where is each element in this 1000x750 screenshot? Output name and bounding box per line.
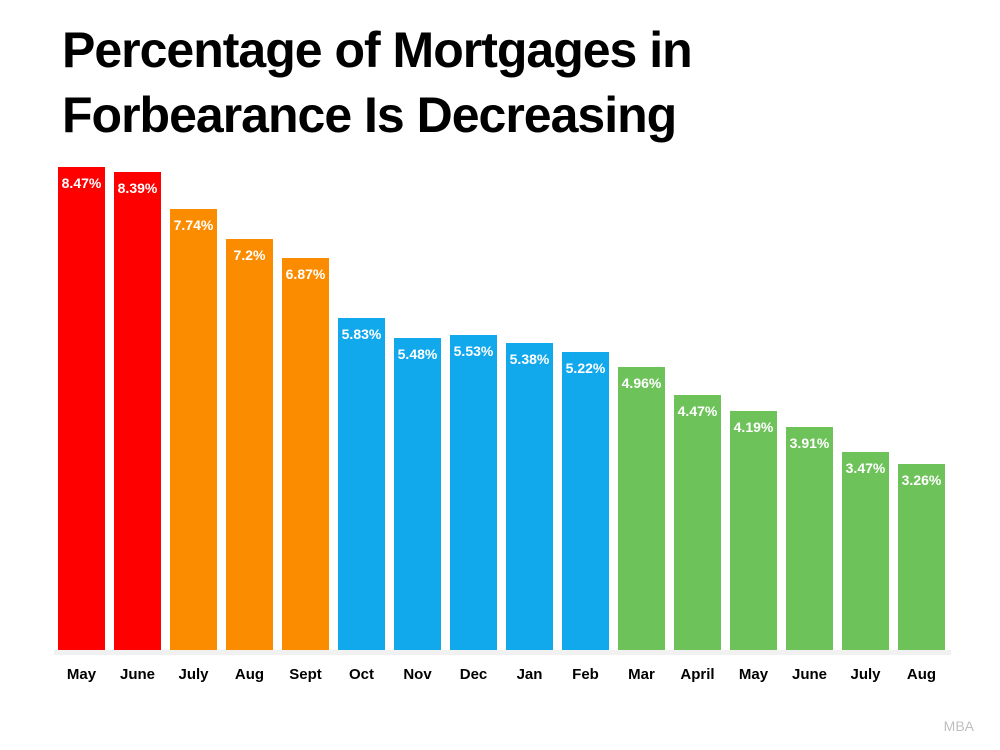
bar: 3.91% xyxy=(786,427,833,650)
x-axis-baseline xyxy=(54,650,951,655)
bar: 8.39% xyxy=(114,172,161,650)
bar-value-label: 7.74% xyxy=(173,217,214,233)
x-axis-tick-label: July xyxy=(178,666,209,683)
bar: 7.74% xyxy=(170,209,217,650)
x-axis-tick-label: Aug xyxy=(906,666,937,683)
bar-value-label: 3.91% xyxy=(789,435,830,451)
x-axis-tick-label: June xyxy=(119,666,155,683)
x-axis-labels: May June July Aug Sept Oct Nov Dec Jan Feb Mar Apri… xyxy=(58,666,945,683)
bar: 5.53% xyxy=(450,335,497,650)
bar: 6.87% xyxy=(282,258,329,650)
x-axis-tick-label: Dec xyxy=(459,666,488,683)
x-axis-tick-label: May xyxy=(738,666,769,683)
x-axis-tick-label: Sept xyxy=(289,666,322,683)
bar-value-label: 6.87% xyxy=(285,266,326,282)
x-axis-tick-label: Jan xyxy=(516,666,543,683)
x-axis-tick-label: Nov xyxy=(403,666,432,683)
bar: 8.47% xyxy=(58,167,105,650)
x-axis-tick-label: June xyxy=(791,666,827,683)
bar-value-label: 7.2% xyxy=(233,247,266,263)
bar-value-label: 4.47% xyxy=(677,403,718,419)
x-axis-tick-label: Feb xyxy=(572,666,599,683)
source-attribution: MBA xyxy=(943,718,974,734)
x-axis-tick-label: April xyxy=(680,666,715,683)
bar-value-label: 4.96% xyxy=(621,375,662,391)
bar: 5.48% xyxy=(394,338,441,650)
chart-title: Percentage of Mortgages in Forbearance I… xyxy=(62,18,693,148)
bar: 3.26% xyxy=(898,464,945,650)
bar: 4.47% xyxy=(674,395,721,650)
x-axis-tick-label: July xyxy=(850,666,881,683)
bar-value-label: 5.22% xyxy=(565,360,606,376)
bar-value-label: 8.47% xyxy=(61,175,102,191)
bar: 3.47% xyxy=(842,452,889,650)
chart-title-line-2: Forbearance Is Decreasing xyxy=(62,87,677,143)
bar: 7.2% xyxy=(226,239,273,650)
bar-chart: 8.47% 8.39% 7.74% 7.2% 6.87% 5.83% 5.48% 5.53% 5… xyxy=(58,167,945,650)
bar-value-label: 4.19% xyxy=(733,419,774,435)
x-axis-tick-label: Mar xyxy=(628,666,655,683)
chart-title-line-1: Percentage of Mortgages in xyxy=(62,22,693,78)
bar-value-label: 5.38% xyxy=(509,351,550,367)
bar: 5.38% xyxy=(506,343,553,650)
bar: 4.19% xyxy=(730,411,777,650)
bar-value-label: 3.47% xyxy=(845,460,886,476)
bar-value-label: 3.26% xyxy=(901,472,942,488)
bar: 5.83% xyxy=(338,318,385,650)
bar-value-label: 8.39% xyxy=(117,180,158,196)
x-axis-tick-label: May xyxy=(66,666,97,683)
x-axis-tick-label: Aug xyxy=(234,666,265,683)
x-axis-tick-label: Oct xyxy=(348,666,374,683)
bar: 5.22% xyxy=(562,352,609,650)
bar-value-label: 5.48% xyxy=(397,346,438,362)
bar-value-label: 5.83% xyxy=(341,326,382,342)
bar: 4.96% xyxy=(618,367,665,650)
bar-value-label: 5.53% xyxy=(453,343,494,359)
